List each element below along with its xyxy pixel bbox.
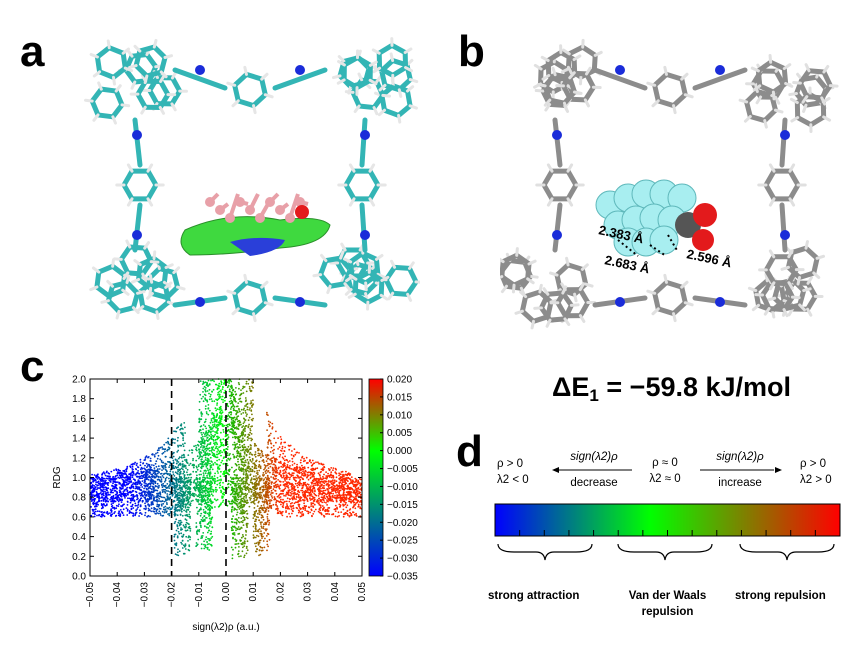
colorbar-ticks: 0.020 0.015 0.010 0.005 0.000 −0.005 −0.010 −0.…	[380, 375, 418, 583]
x-tick-label: −0.02	[167, 582, 178, 608]
colorbar-tick-label: −0.005	[387, 464, 418, 475]
energy-value: = −59.8 kJ/mol	[606, 372, 792, 402]
brace-middle-icon	[617, 543, 713, 561]
panel-letter-d: d	[456, 427, 483, 476]
vdw-label-line1: Van der Waals	[628, 590, 707, 602]
dashed-reference-lines	[170, 379, 227, 576]
y-tick-label: 1.8	[72, 394, 86, 405]
x-axis-ticks: −0.05 −0.04 −0.03 −0.02 −0.01 0.00 0.01 0.02 0.0…	[85, 379, 368, 607]
middle-rho-condition: ρ ≈ 0	[652, 457, 678, 469]
y-tick-label: 0.8	[72, 493, 86, 504]
colorbar-tick-label: −0.010	[387, 482, 418, 493]
y-axis-title: RDG	[52, 466, 63, 488]
left-rho-condition: ρ > 0	[497, 458, 524, 470]
brace-left-icon	[497, 543, 593, 561]
colorbar-tick-label: −0.020	[387, 518, 418, 529]
colorbar-tick-label: 0.010	[387, 410, 412, 421]
colorbar-tick-label: −0.025	[387, 536, 418, 547]
distance-label-3: 2.596 Å	[685, 246, 733, 270]
y-tick-label: 0.6	[72, 512, 86, 523]
y-tick-label: 1.2	[72, 453, 86, 464]
nci-gradient-bar	[494, 503, 841, 561]
x-axis-title: sign(λ2)ρ (a.u.)	[192, 622, 259, 633]
panel-letter-a: a	[20, 27, 45, 76]
right-arrow-sublabel: increase	[718, 477, 762, 489]
colorbar-tick-label: −0.015	[387, 500, 418, 511]
y-tick-label: 1.6	[72, 414, 86, 425]
x-tick-label: −0.03	[139, 582, 150, 608]
x-tick-label: 0.02	[275, 582, 286, 602]
brace-right-icon	[739, 543, 835, 561]
colorbar-tick-label: −0.030	[387, 554, 418, 565]
colorbar-tick-label: 0.000	[387, 446, 412, 457]
x-tick-label: −0.04	[112, 582, 123, 608]
y-tick-label: 0.2	[72, 552, 86, 563]
panel-letter-c: c	[20, 342, 45, 391]
x-tick-label: 0.04	[330, 582, 341, 602]
energy-symbol: ΔE	[552, 372, 590, 402]
vdw-label-line2: repulsion	[641, 606, 694, 618]
x-tick-label: 0.00	[221, 582, 232, 602]
right-arrow-label: sign(λ2)ρ	[716, 451, 764, 463]
y-tick-label: 0.4	[72, 532, 86, 543]
x-tick-label: 0.03	[303, 582, 314, 602]
right-arrow-icon	[700, 467, 782, 473]
panel-letter-b: b	[458, 27, 485, 76]
middle-lambda-condition: λ2 ≈ 0	[649, 473, 681, 485]
y-tick-label: 2.0	[72, 375, 86, 386]
y-tick-label: 1.4	[72, 434, 86, 445]
y-tick-label: 0.0	[72, 572, 86, 583]
y-axis-ticks: 0.0 0.2 0.4 0.6 0.8 1.0 1.2 1.4 1.6 1.8 2.0	[72, 375, 362, 583]
colorbar-tick-label: 0.005	[387, 428, 412, 439]
rdg-scatter-chart: −0.05 −0.04 −0.03 −0.02 −0.01 0.00 0.01 0.02 0.0…	[52, 375, 418, 634]
colorbar-tick-label: −0.035	[387, 572, 418, 583]
left-arrow-icon	[552, 467, 632, 473]
energy-subscript: 1	[589, 386, 599, 405]
left-arrow-sublabel: decrease	[570, 477, 618, 489]
x-tick-label: 0.01	[248, 582, 259, 602]
left-lambda-condition: λ2 < 0	[497, 474, 529, 486]
x-tick-label: 0.05	[357, 582, 368, 602]
right-rho-condition: ρ > 0	[800, 458, 827, 470]
interaction-energy: ΔE1 = −59.8 kJ/mol	[552, 372, 791, 406]
y-tick-label: 1.0	[72, 473, 86, 484]
strong-attraction-label: strong attraction	[488, 590, 580, 602]
molecular-cage-nci-image	[84, 37, 420, 323]
molecular-cage-guest-image: 2.383 Å 2.683 Å 2.596 Å	[500, 38, 839, 330]
x-tick-label: −0.05	[85, 582, 96, 608]
scatter-points	[89, 378, 363, 560]
x-tick-label: −0.01	[194, 582, 205, 608]
right-lambda-condition: λ2 > 0	[800, 474, 832, 486]
left-arrow-label: sign(λ2)ρ	[570, 451, 618, 463]
colorbar-tick-label: 0.020	[387, 375, 412, 386]
colorbar	[368, 378, 384, 577]
colorbar-tick-label: 0.015	[387, 392, 412, 403]
strong-repulsion-label: strong repulsion	[735, 590, 826, 602]
